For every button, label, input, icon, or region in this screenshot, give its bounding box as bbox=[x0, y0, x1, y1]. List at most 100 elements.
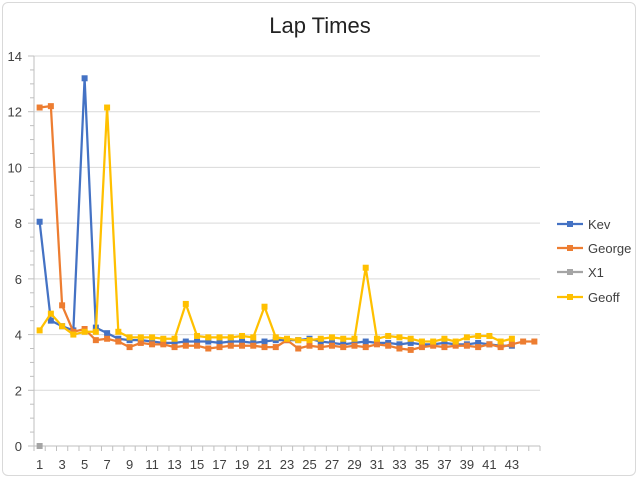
y-tick-label: 12 bbox=[8, 105, 22, 120]
data-point-geoff-34 bbox=[407, 335, 414, 342]
legend-label-x1: X1 bbox=[588, 265, 604, 280]
data-point-geoff-28 bbox=[340, 335, 347, 342]
x-tick-label: 23 bbox=[280, 457, 294, 472]
data-point-geoff-42 bbox=[497, 338, 504, 345]
x-tick-label: 3 bbox=[58, 457, 65, 472]
data-point-kev-30 bbox=[362, 338, 369, 345]
data-point-george-40 bbox=[475, 344, 482, 351]
x-tick-label: 43 bbox=[505, 457, 519, 472]
data-point-george-30 bbox=[362, 344, 369, 351]
data-point-george-19 bbox=[239, 342, 246, 349]
series-x1 bbox=[36, 443, 43, 449]
data-point-geoff-26 bbox=[317, 335, 324, 342]
data-point-geoff-12 bbox=[160, 335, 167, 342]
data-point-geoff-18 bbox=[227, 334, 234, 341]
data-point-geoff-27 bbox=[328, 334, 335, 341]
data-point-george-12 bbox=[160, 341, 167, 348]
data-point-george-7 bbox=[104, 335, 111, 342]
data-point-geoff-10 bbox=[137, 334, 144, 341]
x-tick-label: 1 bbox=[36, 457, 43, 472]
data-point-geoff-25 bbox=[306, 337, 313, 344]
data-point-george-26 bbox=[317, 344, 324, 351]
data-point-kev-19 bbox=[239, 338, 246, 345]
legend: Kev George X1 Geoff bbox=[557, 217, 631, 305]
data-point-george-33 bbox=[396, 345, 403, 352]
y-tick-label: 6 bbox=[15, 272, 22, 287]
legend-marker-x1 bbox=[567, 269, 573, 275]
data-point-geoff-24 bbox=[295, 337, 302, 344]
x-tick-label: 9 bbox=[126, 457, 133, 472]
legend-marker-george bbox=[567, 245, 573, 251]
data-point-geoff-1 bbox=[36, 327, 43, 334]
data-point-geoff-43 bbox=[508, 335, 515, 342]
data-point-geoff-20 bbox=[250, 334, 257, 341]
y-tick-label: 2 bbox=[15, 383, 22, 398]
data-point-geoff-36 bbox=[430, 338, 437, 345]
x-tick-label: 37 bbox=[437, 457, 451, 472]
data-point-geoff-40 bbox=[475, 332, 482, 339]
x-tick-label: 19 bbox=[235, 457, 249, 472]
data-point-geoff-38 bbox=[452, 338, 459, 345]
data-point-george-44 bbox=[520, 338, 527, 345]
x-tick-label: 17 bbox=[212, 457, 226, 472]
data-point-geoff-16 bbox=[205, 334, 212, 341]
data-point-geoff-30 bbox=[362, 264, 369, 271]
data-point-kev-33 bbox=[396, 341, 403, 348]
data-point-george-42 bbox=[497, 344, 504, 351]
data-point-geoff-37 bbox=[441, 335, 448, 342]
data-point-geoff-13 bbox=[171, 335, 178, 342]
legend-marker-kev bbox=[567, 221, 573, 227]
data-point-george-22 bbox=[272, 344, 279, 351]
data-point-geoff-7 bbox=[104, 104, 111, 111]
y-tick-label: 8 bbox=[15, 216, 22, 231]
data-point-geoff-33 bbox=[396, 334, 403, 341]
data-point-geoff-23 bbox=[284, 335, 290, 342]
y-tick-label: 4 bbox=[15, 328, 22, 343]
x-tick-label: 7 bbox=[103, 457, 110, 472]
x-tick-label: 39 bbox=[460, 457, 474, 472]
data-point-george-21 bbox=[261, 344, 268, 351]
series-line-kev bbox=[38, 77, 512, 347]
y-tick-label: 14 bbox=[8, 49, 22, 64]
data-point-kev-14 bbox=[182, 338, 189, 345]
legend-item-x1: X1 bbox=[557, 265, 604, 280]
x-tick-label: 29 bbox=[347, 457, 361, 472]
data-point-george-31 bbox=[373, 341, 380, 348]
data-point-geoff-6 bbox=[92, 328, 99, 335]
data-point-kev-7 bbox=[104, 330, 111, 337]
data-point-kev-18 bbox=[227, 338, 234, 345]
data-point-george-17 bbox=[216, 344, 223, 351]
series-george bbox=[36, 103, 538, 353]
x-tick-label: 25 bbox=[302, 457, 316, 472]
data-point-geoff-32 bbox=[385, 332, 392, 339]
data-point-kev-15 bbox=[194, 338, 201, 345]
data-point-george-1 bbox=[36, 104, 43, 111]
y-tick-label: 10 bbox=[8, 160, 22, 175]
chart-frame bbox=[2, 2, 636, 476]
data-point-george-28 bbox=[340, 344, 347, 351]
x-tick-label: 27 bbox=[325, 457, 339, 472]
data-point-george-9 bbox=[126, 344, 133, 351]
x-tick-label: 33 bbox=[392, 457, 406, 472]
x-tick-label: 5 bbox=[81, 457, 88, 472]
data-point-george-10 bbox=[137, 339, 144, 346]
data-point-geoff-29 bbox=[351, 335, 358, 342]
data-point-geoff-41 bbox=[486, 332, 493, 339]
data-point-geoff-3 bbox=[59, 323, 66, 330]
data-point-george-37 bbox=[441, 344, 448, 351]
data-point-george-20 bbox=[250, 342, 257, 349]
data-point-george-43 bbox=[508, 341, 515, 348]
data-point-george-38 bbox=[452, 342, 459, 349]
data-point-george-6 bbox=[92, 337, 99, 344]
data-point-kev-17 bbox=[216, 339, 223, 346]
data-point-george-8 bbox=[115, 338, 122, 345]
x-tick-label: 41 bbox=[482, 457, 496, 472]
data-point-george-2 bbox=[47, 103, 54, 110]
data-point-george-45 bbox=[531, 338, 538, 345]
data-point-geoff-39 bbox=[463, 334, 470, 341]
legend-marker-geoff bbox=[567, 294, 573, 300]
data-point-geoff-15 bbox=[194, 332, 201, 339]
series-geoff bbox=[36, 104, 515, 345]
data-point-x1-1 bbox=[36, 443, 43, 449]
data-point-kev-40 bbox=[475, 339, 482, 346]
